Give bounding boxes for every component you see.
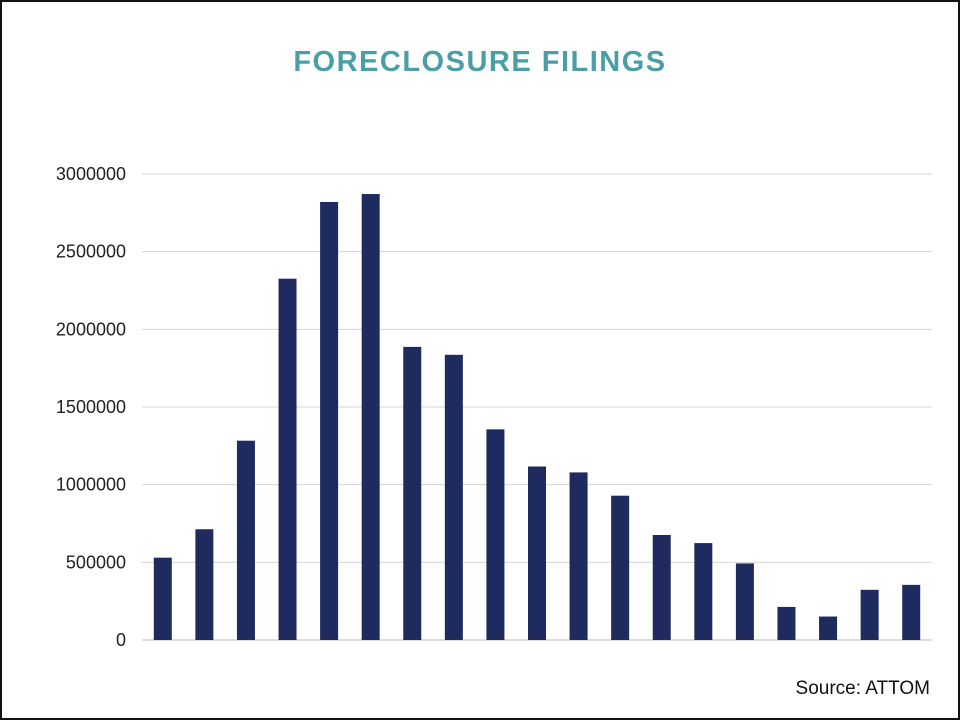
source-note: Source: ATTOM xyxy=(795,678,930,699)
bar xyxy=(403,346,422,640)
bar xyxy=(278,278,297,640)
bar xyxy=(195,529,214,640)
bar xyxy=(611,495,630,640)
bar xyxy=(528,466,546,640)
y-tick-label: 2500000 xyxy=(56,242,126,262)
bar xyxy=(819,616,838,640)
bar xyxy=(652,534,671,640)
bars xyxy=(153,194,921,640)
y-tick-label: 1000000 xyxy=(56,475,126,495)
bar xyxy=(153,557,172,640)
bar xyxy=(569,472,588,640)
chart-title: FORECLOSURE FILINGS xyxy=(293,46,667,78)
bar xyxy=(694,543,713,640)
y-tick-label: 3000000 xyxy=(56,164,126,184)
bar xyxy=(236,440,255,640)
y-axis: 0 500000 1000000 1500000 2000000 2500000 30000… xyxy=(56,164,126,650)
y-tick-label: 0 xyxy=(116,630,126,650)
bar xyxy=(777,606,796,640)
y-tick-label: 500000 xyxy=(66,552,126,572)
y-tick-label: 2000000 xyxy=(56,319,126,339)
bar xyxy=(320,201,339,640)
bar xyxy=(486,429,505,640)
y-tick-label: 1500000 xyxy=(56,397,126,417)
bar xyxy=(735,563,754,640)
bar xyxy=(361,194,380,640)
bar xyxy=(860,589,879,640)
bar xyxy=(444,354,463,640)
bar xyxy=(902,584,921,640)
